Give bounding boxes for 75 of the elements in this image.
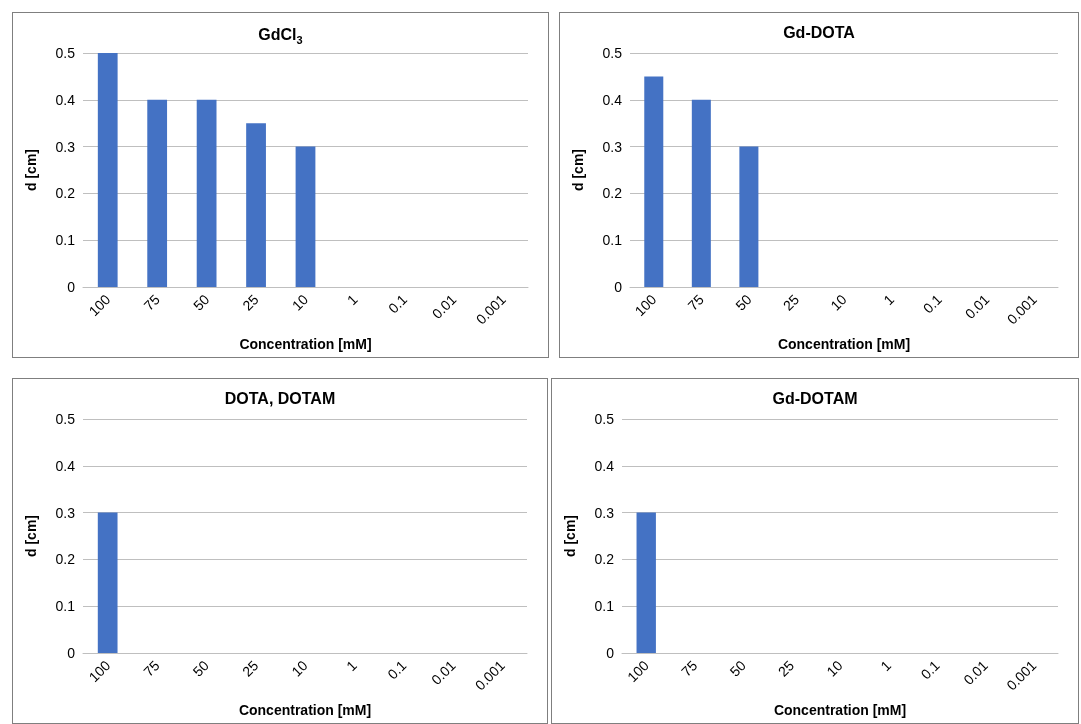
x-tick-label: 10 bbox=[827, 291, 850, 314]
y-tick-label: 0.5 bbox=[602, 45, 623, 61]
y-axis-title: d [cm] bbox=[23, 515, 39, 557]
y-tick-label: 0 bbox=[614, 279, 623, 295]
x-tick-label: 0.01 bbox=[961, 291, 993, 322]
y-tick-label: 0.4 bbox=[55, 91, 76, 108]
y-tick-label: 0.2 bbox=[55, 185, 76, 202]
x-tick-label: 50 bbox=[726, 657, 749, 680]
x-axis-title: Concentration [mM] bbox=[773, 702, 907, 718]
x-tick-label: 10 bbox=[288, 657, 311, 680]
x-tick-label: 100 bbox=[631, 291, 660, 320]
y-tick-label: 0.2 bbox=[594, 551, 615, 568]
y-tick-label: 0.2 bbox=[55, 551, 76, 568]
chart-title: DOTA, DOTAM bbox=[224, 389, 336, 407]
x-tick-label: 0.01 bbox=[428, 657, 459, 688]
bar bbox=[97, 53, 118, 287]
bar bbox=[147, 99, 168, 287]
x-tick-label: 0.1 bbox=[384, 291, 411, 317]
x-tick-label: 1 bbox=[877, 657, 895, 675]
y-tick-label: 0 bbox=[606, 645, 615, 661]
y-tick-label: 0.5 bbox=[55, 411, 76, 427]
bar bbox=[739, 146, 759, 287]
x-tick-label: 0.1 bbox=[384, 657, 410, 683]
bar bbox=[196, 99, 217, 287]
y-tick-label: 0.4 bbox=[594, 457, 615, 474]
x-tick-label: 10 bbox=[288, 291, 312, 314]
chart-title: Gd-DOTAM bbox=[772, 389, 858, 407]
y-tick-label: 0.4 bbox=[55, 457, 76, 474]
x-tick-label: 1 bbox=[880, 291, 898, 309]
y-tick-label: 0.3 bbox=[55, 138, 76, 155]
x-tick-label: 75 bbox=[684, 291, 708, 314]
y-tick-label: 0.4 bbox=[602, 91, 623, 108]
x-tick-label: 1 bbox=[343, 291, 361, 309]
x-tick-label: 0.1 bbox=[919, 291, 945, 317]
x-axis-title: Concentration [mM] bbox=[239, 336, 372, 352]
x-axis-title: Concentration [mM] bbox=[777, 336, 911, 352]
x-axis-title: Concentration [mM] bbox=[238, 702, 372, 718]
x-tick-label: 0.01 bbox=[960, 657, 992, 688]
x-tick-label: 75 bbox=[140, 291, 163, 314]
y-tick-label: 0.5 bbox=[594, 411, 615, 427]
x-tick-label: 25 bbox=[239, 291, 262, 314]
y-tick-label: 0.1 bbox=[55, 232, 76, 249]
y-tick-label: 0.3 bbox=[594, 504, 615, 521]
bar bbox=[644, 76, 664, 287]
x-tick-label: 100 bbox=[624, 657, 653, 686]
bar bbox=[295, 146, 316, 287]
x-tick-label: 0.1 bbox=[917, 657, 943, 683]
bar bbox=[246, 123, 266, 287]
x-tick-label: 1 bbox=[343, 657, 361, 675]
x-tick-label: 25 bbox=[774, 657, 798, 680]
y-axis-title: d [cm] bbox=[562, 515, 578, 557]
y-tick-label: 0 bbox=[67, 645, 76, 661]
y-tick-label: 0.3 bbox=[55, 504, 76, 521]
y-tick-label: 0.1 bbox=[55, 598, 76, 615]
y-tick-label: 0.3 bbox=[602, 138, 623, 155]
x-tick-label: 0.01 bbox=[428, 291, 460, 322]
y-axis-title: d [cm] bbox=[23, 149, 39, 191]
x-tick-label: 25 bbox=[779, 291, 803, 314]
x-tick-label: 100 bbox=[85, 291, 114, 320]
y-tick-label: 0.5 bbox=[55, 45, 76, 61]
y-axis-title: d [cm] bbox=[570, 149, 586, 191]
x-tick-label: 75 bbox=[678, 657, 701, 680]
chart-title: Gd-DOTA bbox=[783, 23, 856, 41]
y-tick-label: 0.1 bbox=[602, 232, 623, 249]
x-tick-label: 75 bbox=[140, 657, 163, 680]
y-tick-label: 0.1 bbox=[594, 598, 615, 615]
x-tick-label: 25 bbox=[239, 657, 262, 680]
x-tick-label: 50 bbox=[189, 291, 213, 314]
bar bbox=[691, 99, 711, 287]
y-tick-label: 0 bbox=[67, 279, 76, 295]
x-tick-label: 10 bbox=[823, 657, 846, 680]
x-tick-label: 50 bbox=[189, 657, 213, 680]
y-tick-label: 0.2 bbox=[602, 185, 623, 202]
x-tick-label: 50 bbox=[732, 291, 755, 314]
x-tick-label: 100 bbox=[85, 657, 114, 686]
